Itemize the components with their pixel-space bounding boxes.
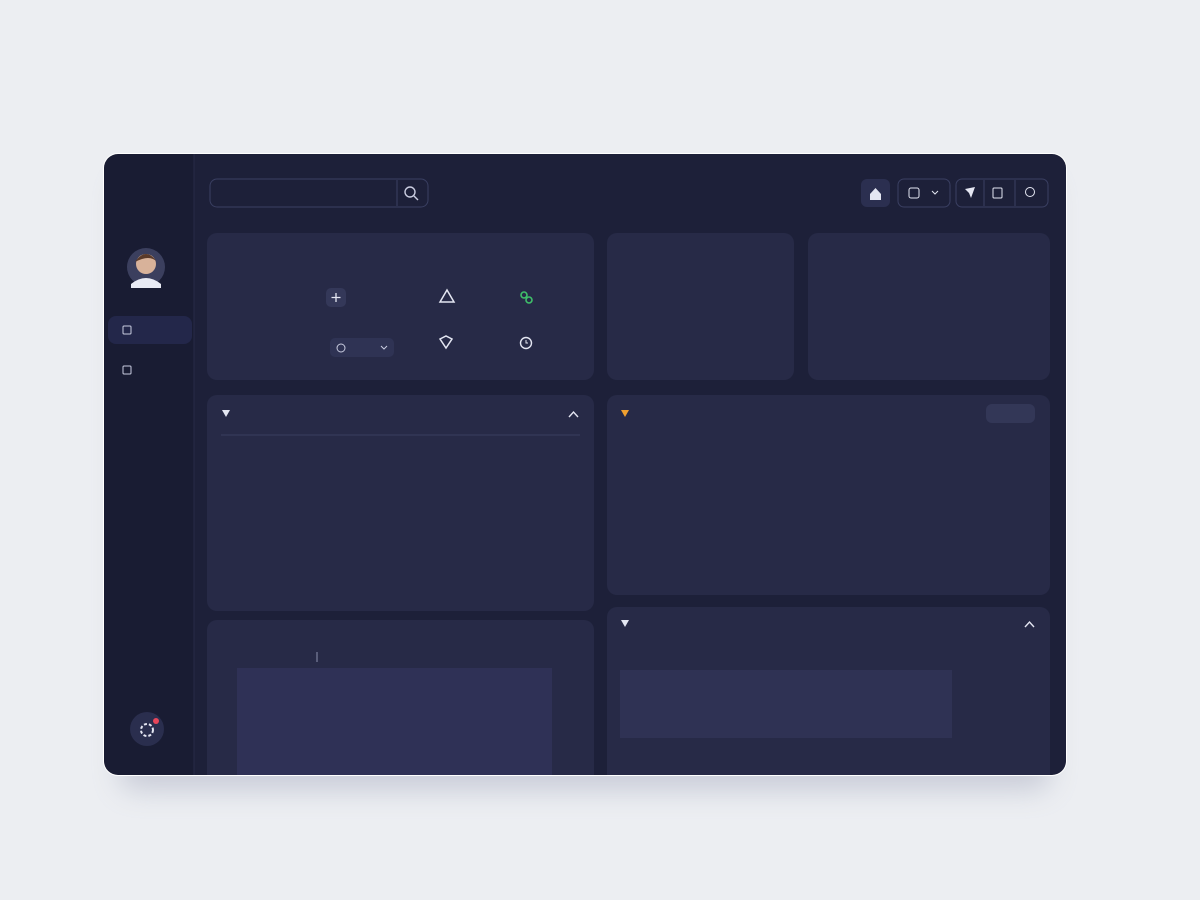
area-card: [607, 395, 1050, 595]
avatar-hair: [135, 254, 157, 262]
plot-area: [237, 668, 552, 775]
avatar-shirt: [131, 278, 161, 288]
search-icon-handle: [413, 195, 419, 201]
badge: [153, 718, 159, 724]
action-icon: [438, 335, 454, 350]
dropdown-caret: [380, 345, 388, 350]
search-box[interactable]: [209, 178, 429, 208]
caret-icon: [931, 190, 939, 195]
collapse-icon[interactable]: [621, 620, 629, 627]
chevron[interactable]: [568, 410, 579, 418]
dropdown-icon: [336, 343, 346, 353]
panel-button[interactable]: [986, 404, 1035, 423]
sidebar: [104, 154, 194, 775]
tool-icon: [1025, 187, 1035, 197]
action-icon: [520, 291, 528, 299]
bar-card: [207, 395, 594, 611]
action-icon: [438, 288, 456, 303]
settings-button[interactable]: [130, 712, 164, 746]
settings-icon: [140, 723, 154, 737]
chevron[interactable]: [1024, 620, 1035, 628]
stats-card: [607, 233, 794, 380]
collapse-icon[interactable]: [621, 410, 629, 417]
action-icon: [525, 296, 533, 304]
collapse-icon[interactable]: [222, 410, 230, 417]
plus-icon: [331, 293, 341, 302]
tool-icon: [992, 187, 1003, 199]
table-highlight: [620, 670, 952, 738]
summary-card: [207, 233, 594, 380]
nav-icon: [122, 365, 132, 375]
nav-icon: [122, 325, 132, 335]
home-icon: [870, 188, 881, 200]
dropdown[interactable]: [330, 338, 394, 357]
tool-icon: [965, 187, 975, 198]
insight-card: [808, 233, 1050, 380]
search-icon[interactable]: [404, 186, 416, 198]
nav-active[interactable]: [108, 316, 192, 344]
share-button[interactable]: [897, 178, 951, 208]
share-icon: [908, 187, 920, 199]
action-icon: [525, 340, 528, 344]
action-icon: [519, 336, 533, 350]
window: [104, 154, 1066, 775]
